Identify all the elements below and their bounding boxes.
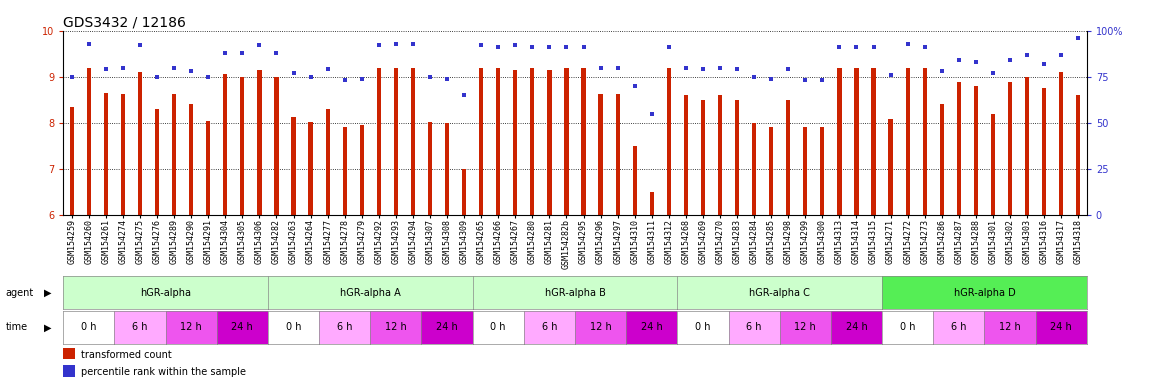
Text: 24 h: 24 h	[1050, 322, 1072, 333]
Bar	[820, 127, 825, 215]
Bar	[462, 169, 466, 215]
Text: 12 h: 12 h	[795, 322, 816, 333]
Bar	[258, 70, 261, 215]
Bar	[922, 68, 927, 215]
Text: 6 h: 6 h	[337, 322, 352, 333]
Bar	[565, 68, 568, 215]
Bar	[445, 123, 450, 215]
Bar	[360, 125, 363, 215]
Text: 0 h: 0 h	[491, 322, 506, 333]
Bar	[1025, 77, 1029, 215]
Text: 24 h: 24 h	[845, 322, 867, 333]
Bar	[480, 68, 483, 215]
Text: hGR-alpha A: hGR-alpha A	[340, 288, 400, 298]
Bar	[684, 95, 688, 215]
Bar	[582, 68, 585, 215]
Text: hGR-alpha: hGR-alpha	[140, 288, 191, 298]
Bar	[940, 104, 944, 215]
Text: percentile rank within the sample: percentile rank within the sample	[81, 367, 245, 377]
Text: 12 h: 12 h	[385, 322, 407, 333]
Bar	[223, 74, 228, 215]
Bar	[308, 122, 313, 215]
Bar	[837, 68, 842, 215]
Bar	[155, 109, 159, 215]
Bar	[496, 68, 500, 215]
Text: hGR-alpha C: hGR-alpha C	[750, 288, 810, 298]
Bar	[752, 123, 757, 215]
Text: 6 h: 6 h	[132, 322, 147, 333]
Bar	[240, 77, 245, 215]
Bar	[632, 146, 637, 215]
Bar	[667, 68, 670, 215]
Bar	[86, 68, 91, 215]
Text: 24 h: 24 h	[436, 322, 458, 333]
Bar	[547, 70, 552, 215]
Bar	[735, 100, 739, 215]
Bar	[513, 70, 518, 215]
Bar	[991, 114, 995, 215]
Bar	[377, 68, 381, 215]
Bar	[172, 94, 176, 215]
Bar	[428, 122, 432, 215]
Text: 24 h: 24 h	[641, 322, 662, 333]
Bar	[275, 77, 278, 215]
Text: 24 h: 24 h	[231, 322, 253, 333]
Bar	[1007, 82, 1012, 215]
Bar	[1059, 72, 1064, 215]
Bar	[854, 68, 859, 215]
Bar	[769, 127, 773, 215]
Bar	[104, 93, 108, 215]
Text: ▶: ▶	[44, 322, 52, 333]
Text: hGR-alpha D: hGR-alpha D	[953, 288, 1015, 298]
Bar	[325, 109, 330, 215]
Text: 0 h: 0 h	[900, 322, 915, 333]
Text: hGR-alpha B: hGR-alpha B	[545, 288, 605, 298]
Bar	[718, 95, 722, 215]
Text: 12 h: 12 h	[590, 322, 612, 333]
Bar	[957, 82, 961, 215]
Text: GDS3432 / 12186: GDS3432 / 12186	[63, 16, 186, 30]
Text: 0 h: 0 h	[696, 322, 711, 333]
Bar	[905, 68, 910, 215]
Text: time: time	[6, 322, 28, 333]
Bar	[206, 121, 210, 215]
Text: 0 h: 0 h	[286, 322, 301, 333]
Bar	[530, 68, 535, 215]
Bar	[1042, 88, 1046, 215]
Text: 6 h: 6 h	[542, 322, 557, 333]
Text: ▶: ▶	[44, 288, 52, 298]
Bar	[650, 192, 654, 215]
Text: transformed count: transformed count	[81, 350, 171, 360]
Text: 12 h: 12 h	[999, 322, 1021, 333]
Bar	[343, 127, 347, 215]
Bar	[700, 100, 705, 215]
Bar	[411, 68, 415, 215]
Bar	[787, 100, 790, 215]
Bar	[138, 72, 143, 215]
Text: 12 h: 12 h	[181, 322, 202, 333]
Bar	[889, 119, 892, 215]
Bar	[189, 104, 193, 215]
Text: 6 h: 6 h	[951, 322, 966, 333]
Bar	[803, 127, 807, 215]
Bar	[1076, 95, 1080, 215]
Bar	[121, 94, 125, 215]
Bar	[393, 68, 398, 215]
Bar	[598, 94, 603, 215]
Text: agent: agent	[6, 288, 34, 298]
Bar	[974, 86, 978, 215]
Text: 6 h: 6 h	[746, 322, 761, 333]
Bar	[872, 68, 875, 215]
Bar	[70, 107, 74, 215]
Text: 0 h: 0 h	[82, 322, 97, 333]
Bar	[291, 118, 296, 215]
Bar	[615, 94, 620, 215]
